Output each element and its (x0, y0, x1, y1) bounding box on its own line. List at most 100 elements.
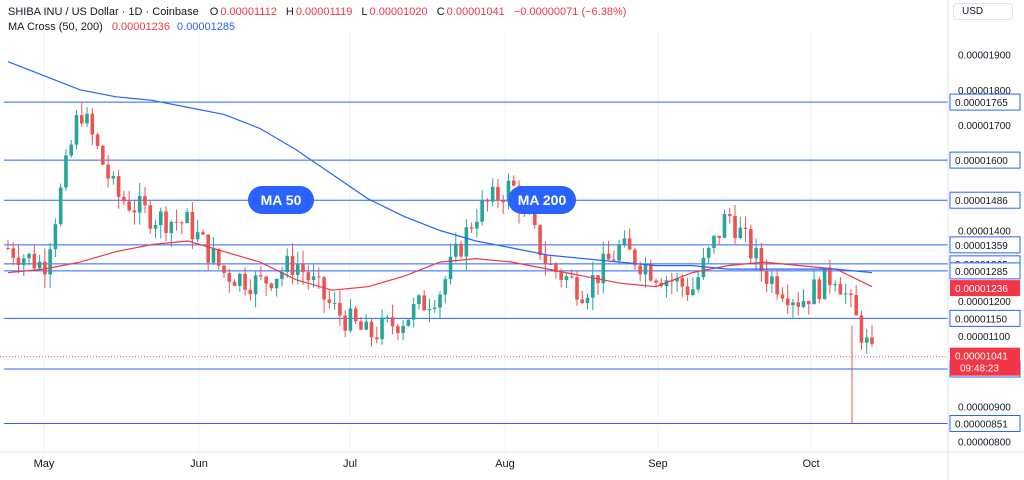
candle-body (280, 272, 284, 279)
symbol-header: SHIBA INU / US Dollar · 1D · Coinbase O 0… (8, 6, 628, 18)
candle-body (274, 278, 279, 289)
candle-body (448, 256, 453, 280)
candle-body (238, 273, 242, 286)
candle-body (338, 302, 342, 316)
candle-body (733, 215, 737, 239)
level-price-box (949, 262, 1021, 280)
candle-body (564, 276, 569, 280)
candle-body (680, 278, 685, 287)
candle-body (643, 264, 648, 275)
candle-body (195, 232, 200, 240)
candle-body (701, 257, 706, 278)
candle-body (401, 325, 405, 334)
ma50-price-box (950, 280, 1020, 297)
level-price-label: 0.00001359 (955, 241, 1008, 252)
candle-body (617, 245, 621, 261)
candle-body (691, 289, 695, 295)
candle-body (180, 222, 184, 224)
candle-body (817, 279, 822, 300)
y-tick-label: 0.00001200 (958, 297, 1011, 308)
candle-body (64, 155, 68, 188)
level-price-box (949, 415, 1021, 433)
candle-body (122, 196, 126, 202)
candle-body (153, 225, 158, 229)
candle-body (137, 196, 142, 213)
candle-body (443, 279, 448, 295)
candle-body (580, 299, 585, 303)
candle-body (396, 326, 400, 334)
candle-body (764, 270, 769, 284)
candle-body (32, 253, 37, 269)
candle-body (116, 176, 121, 197)
candle-body (464, 227, 469, 257)
candle-body (490, 186, 495, 202)
candle-body (511, 180, 516, 186)
level-price-label: 0.00001285 (955, 267, 1008, 278)
candle-body (364, 321, 369, 330)
candle-body (90, 113, 95, 135)
level-price-label: 0.00001600 (955, 156, 1008, 167)
current-price-label: 0.00001041 (955, 352, 1008, 363)
candle-body (27, 253, 31, 259)
candle-body (343, 315, 347, 331)
candle-body (538, 225, 542, 256)
candle-body (406, 319, 411, 326)
x-tick-label: Jun (190, 458, 208, 470)
candle-body (432, 307, 437, 309)
candle-body (385, 317, 390, 319)
symbol-title[interactable]: SHIBA INU / US Dollar · 1D · Coinbase (8, 6, 199, 18)
candle-body (485, 199, 490, 202)
candle-body (559, 272, 563, 280)
candle-body (638, 265, 642, 275)
candle-body (211, 248, 216, 263)
candle-body (16, 257, 21, 266)
low-value: 0.00001020 (369, 6, 428, 18)
open-label: O (209, 6, 219, 18)
candle-body (806, 300, 811, 305)
current-price-box (950, 347, 1020, 376)
candle-body (380, 317, 384, 340)
horizontal-levels (0, 101, 948, 425)
candle-body (58, 187, 63, 225)
candle-body (148, 205, 153, 229)
candle-body (554, 264, 558, 273)
high-label: H (285, 6, 294, 18)
candle-body (417, 295, 421, 305)
indicator-title[interactable]: MA Cross (50, 200) (8, 21, 103, 33)
candle-body (533, 213, 537, 226)
candle-body (216, 248, 221, 266)
candle-body (6, 248, 10, 250)
level-price-label: 0.00001765 (955, 98, 1008, 109)
candles (6, 102, 874, 424)
candle-body (864, 337, 869, 343)
candle-body (48, 249, 52, 275)
candle-body (306, 272, 311, 281)
candle-body (569, 276, 574, 278)
level-price-box (949, 309, 1021, 327)
time-axis: May Jun Jul Aug Sep Oct (34, 458, 820, 470)
candle-body (775, 276, 779, 295)
x-tick-label: Oct (802, 458, 819, 470)
candle-body (201, 232, 205, 235)
candle-body (612, 259, 616, 261)
candle-body (374, 337, 379, 340)
candle-body (327, 299, 332, 303)
candle-body (859, 315, 864, 343)
candle-body (828, 267, 832, 286)
level-price-box (949, 93, 1021, 111)
currency-button[interactable]: USD (953, 3, 1013, 20)
candle-body (685, 286, 690, 295)
candle-body (369, 321, 374, 338)
candle-body (849, 293, 853, 296)
candle-body (796, 302, 801, 307)
candle-body (738, 227, 743, 239)
candle-body (101, 145, 105, 165)
candle-body (780, 294, 785, 299)
candle-body (712, 235, 716, 248)
candle-body (390, 317, 395, 327)
candle-body (469, 227, 474, 229)
candle-body (833, 284, 837, 286)
candle-body (332, 302, 337, 304)
